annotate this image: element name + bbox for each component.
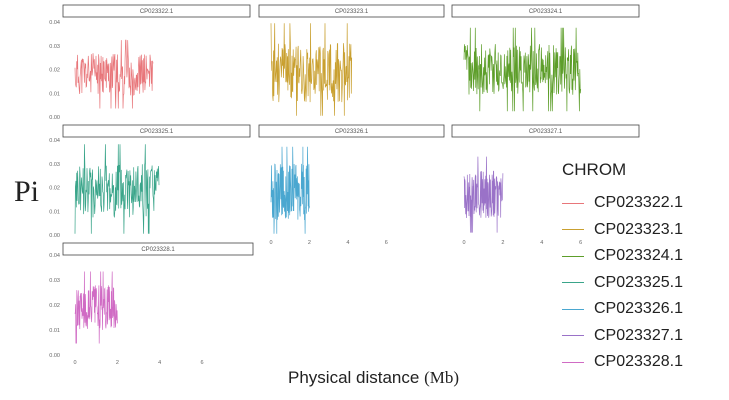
legend-key-line: [562, 361, 584, 363]
x-tick-label: 0: [73, 360, 76, 366]
series-line: [74, 144, 160, 234]
legend-items: CP023322.1 CP023323.1 CP023324.1 CP023325.1…: [562, 190, 683, 376]
y-tick-label: 0.00: [49, 353, 60, 359]
x-axis-label: Physical distance (Mb): [288, 368, 459, 388]
x-axis-label-text: Physical distance: [288, 368, 420, 387]
x-tick-label: 4: [540, 240, 543, 246]
facet-strip-label: CP023327.1: [529, 129, 563, 135]
legend: CHROM CP023322.1 CP023323.1 CP023324.1 CP02…: [562, 160, 683, 376]
legend-key-line: [562, 282, 584, 284]
legend-key-line: [562, 255, 584, 257]
legend-label: CP023328.1: [594, 353, 683, 371]
facet-strip-label: CP023322.1: [140, 9, 174, 15]
y-tick-label: 0.03: [49, 44, 60, 50]
series-line: [270, 23, 353, 116]
x-tick-label: 6: [579, 240, 582, 246]
facet-strip: [258, 124, 445, 138]
legend-label: CP023325.1: [594, 273, 683, 291]
legend-label: CP023323.1: [594, 220, 683, 238]
legend-label: CP023326.1: [594, 300, 683, 318]
y-tick-label: 0.01: [49, 91, 60, 97]
y-tick-label: 0.02: [49, 186, 60, 192]
y-tick-label: 0.02: [49, 303, 60, 309]
legend-item: CP023322.1: [562, 190, 683, 217]
series-line: [74, 39, 154, 109]
facet-strip: [451, 124, 640, 138]
facet-strip: [62, 242, 254, 256]
y-tick-label: 0.02: [49, 68, 60, 74]
legend-label: CP023322.1: [594, 194, 683, 212]
legend-item: CP023326.1: [562, 296, 683, 323]
y-tick-label: 0.00: [49, 233, 60, 239]
y-tick-label: 0.04: [49, 138, 60, 144]
x-tick-label: 2: [116, 360, 119, 366]
series-line: [463, 156, 504, 233]
legend-key-line: [562, 335, 584, 337]
y-tick-label: 0.04: [49, 20, 60, 26]
series-line: [463, 27, 582, 112]
y-tick-label: 0.01: [49, 328, 60, 334]
x-tick-label: 0: [462, 240, 465, 246]
y-tick-label: 0.03: [49, 278, 60, 284]
x-tick-label: 6: [385, 240, 388, 246]
legend-item: CP023328.1: [562, 349, 683, 376]
x-tick-label: 4: [346, 240, 349, 246]
facet-strip: [451, 4, 640, 18]
facet-strip-label: CP023325.1: [140, 129, 174, 135]
legend-label: CP023327.1: [594, 326, 683, 344]
y-tick-label: 0.01: [49, 209, 60, 215]
x-tick-label: 0: [269, 240, 272, 246]
x-tick-label: 2: [308, 240, 311, 246]
legend-key-line: [562, 229, 584, 231]
legend-item: CP023324.1: [562, 243, 683, 270]
legend-item: CP023327.1: [562, 323, 683, 350]
facet-strip-label: CP023328.1: [141, 247, 175, 253]
y-axis-label: Pi: [14, 175, 40, 208]
facet-strip-label: CP023323.1: [335, 9, 369, 15]
legend-item: CP023325.1: [562, 270, 683, 297]
legend-item: CP023323.1: [562, 217, 683, 244]
y-tick-label: 0.03: [49, 162, 60, 168]
facet-strip: [258, 4, 445, 18]
series-line: [270, 146, 310, 234]
x-tick-label: 6: [201, 360, 204, 366]
legend-key-line: [562, 202, 584, 204]
x-tick-label: 2: [501, 240, 504, 246]
facet-strip: [62, 124, 251, 138]
series-line: [74, 271, 118, 344]
x-axis-label-unit: (Mb): [424, 368, 460, 387]
x-tick-label: 4: [158, 360, 161, 366]
y-tick-label: 0.04: [49, 253, 60, 259]
facet-strip: [62, 4, 251, 18]
y-tick-label: 0.00: [49, 115, 60, 121]
facet-strip-label: CP023324.1: [529, 9, 563, 15]
facet-strip-label: CP023326.1: [335, 129, 369, 135]
legend-title: CHROM: [562, 160, 627, 179]
legend-key-line: [562, 308, 584, 310]
legend-label: CP023324.1: [594, 247, 683, 265]
